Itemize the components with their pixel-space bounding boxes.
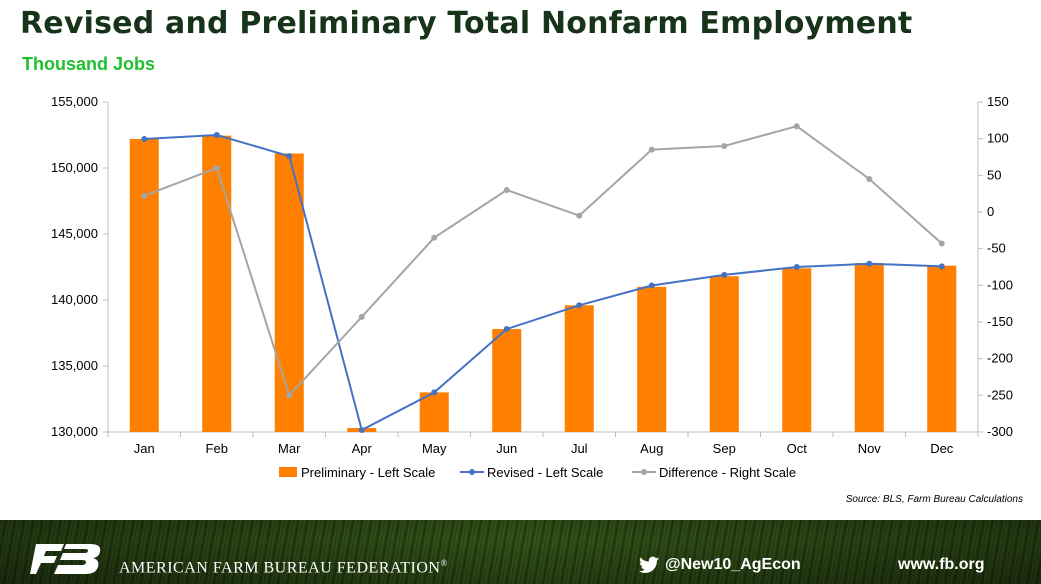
x-tick-label: Apr xyxy=(352,441,373,456)
left-tick-label: 130,000 xyxy=(51,424,98,439)
legend: Preliminary - Left Scale Revised - Left S… xyxy=(279,465,796,480)
difference-point xyxy=(141,192,148,199)
x-tick-label: Feb xyxy=(206,441,228,456)
x-tick-label: Sep xyxy=(713,441,736,456)
website-link[interactable]: www.fb.org xyxy=(898,556,985,573)
revised-point xyxy=(793,264,800,270)
right-tick-label: 100 xyxy=(987,131,1009,146)
farm-bureau-logo-icon xyxy=(30,544,101,574)
line-series xyxy=(141,123,945,434)
right-tick-label: -100 xyxy=(987,277,1013,292)
difference-point xyxy=(648,146,655,153)
left-tick-label: 145,000 xyxy=(51,226,98,241)
registered-mark: ® xyxy=(440,558,448,568)
revised-line xyxy=(144,133,942,432)
x-tick-label: Aug xyxy=(640,441,663,456)
preliminary-bar xyxy=(202,135,232,432)
x-tick-label: Jan xyxy=(134,441,155,456)
x-tick-label: Nov xyxy=(858,441,882,456)
left-tick-label: 150,000 xyxy=(51,160,98,175)
bar-series xyxy=(129,135,957,433)
x-tick-label: May xyxy=(422,441,447,456)
revised-point xyxy=(721,271,728,278)
legend-marker-revised xyxy=(469,469,475,475)
preliminary-bar xyxy=(564,305,594,432)
legend-marker-difference xyxy=(641,469,647,475)
revised-point xyxy=(503,326,510,333)
right-tick-label: -150 xyxy=(987,314,1013,329)
x-tick-label: Jul xyxy=(571,441,588,456)
preliminary-bar xyxy=(854,263,884,432)
legend-label: Difference - Right Scale xyxy=(659,465,796,480)
difference-point xyxy=(866,176,873,182)
difference-point xyxy=(358,313,365,320)
chart-title: Revised and Preliminary Total Nonfarm Em… xyxy=(20,6,913,41)
left-tick-label: 135,000 xyxy=(51,358,98,373)
difference-point xyxy=(938,240,945,247)
x-tick-label: Jun xyxy=(496,441,517,456)
difference-point xyxy=(431,234,438,241)
legend-label: Revised - Left Scale xyxy=(487,465,603,480)
difference-point xyxy=(793,123,800,130)
revised-point xyxy=(431,389,438,396)
legend-label: Preliminary - Left Scale xyxy=(301,465,435,480)
preliminary-bar xyxy=(709,276,739,432)
chart-area: 130,000 135,000 140,000 145,000 150,000 155,0… xyxy=(51,94,1013,480)
preliminary-bar xyxy=(637,286,667,432)
left-tick-label: 140,000 xyxy=(51,292,98,307)
x-tick-label: Oct xyxy=(787,441,808,456)
right-tick-label: -50 xyxy=(987,241,1006,256)
right-tick-label: -250 xyxy=(987,387,1013,402)
difference-point xyxy=(721,143,728,149)
revised-point xyxy=(648,282,655,289)
twitter-icon xyxy=(639,556,659,573)
revised-point xyxy=(866,260,873,267)
preliminary-bar xyxy=(419,392,449,432)
twitter-handle[interactable]: @New10_AgEcon xyxy=(665,556,801,573)
preliminary-bar xyxy=(492,329,522,432)
preliminary-bar xyxy=(782,268,812,432)
revised-point xyxy=(938,263,945,270)
difference-point xyxy=(286,392,293,399)
difference-line xyxy=(143,125,943,398)
preliminary-bar xyxy=(927,265,957,432)
difference-point xyxy=(503,187,510,193)
revised-point xyxy=(213,132,220,138)
axes: 130,000 135,000 140,000 145,000 150,000 155,0… xyxy=(51,94,1013,456)
preliminary-bar xyxy=(129,138,159,432)
x-tick-label: Dec xyxy=(930,441,954,456)
organization-label: AMERICAN FARM BUREAU FEDERATION xyxy=(119,559,441,577)
left-tick-label: 155,000 xyxy=(51,94,98,109)
revised-point xyxy=(286,153,293,160)
x-tick-label: Mar xyxy=(278,441,301,456)
revised-point xyxy=(358,427,365,434)
right-tick-label: -300 xyxy=(987,424,1013,439)
right-tick-label: 50 xyxy=(987,167,1001,182)
organization-name: AMERICAN FARM BUREAU FEDERATION® xyxy=(119,558,448,577)
right-tick-label: -200 xyxy=(987,351,1013,366)
difference-point xyxy=(213,165,220,171)
right-tick-label: 150 xyxy=(987,94,1009,109)
difference-point xyxy=(576,212,583,219)
chart-subtitle: Thousand Jobs xyxy=(22,54,156,74)
source-note: Source: BLS, Farm Bureau Calculations xyxy=(845,494,1023,505)
revised-point xyxy=(576,302,583,309)
footer-banner: AMERICAN FARM BUREAU FEDERATION® @New10_… xyxy=(0,520,1041,584)
legend-swatch-preliminary xyxy=(279,467,297,477)
right-tick-label: 0 xyxy=(987,204,994,219)
revised-point xyxy=(141,135,148,142)
